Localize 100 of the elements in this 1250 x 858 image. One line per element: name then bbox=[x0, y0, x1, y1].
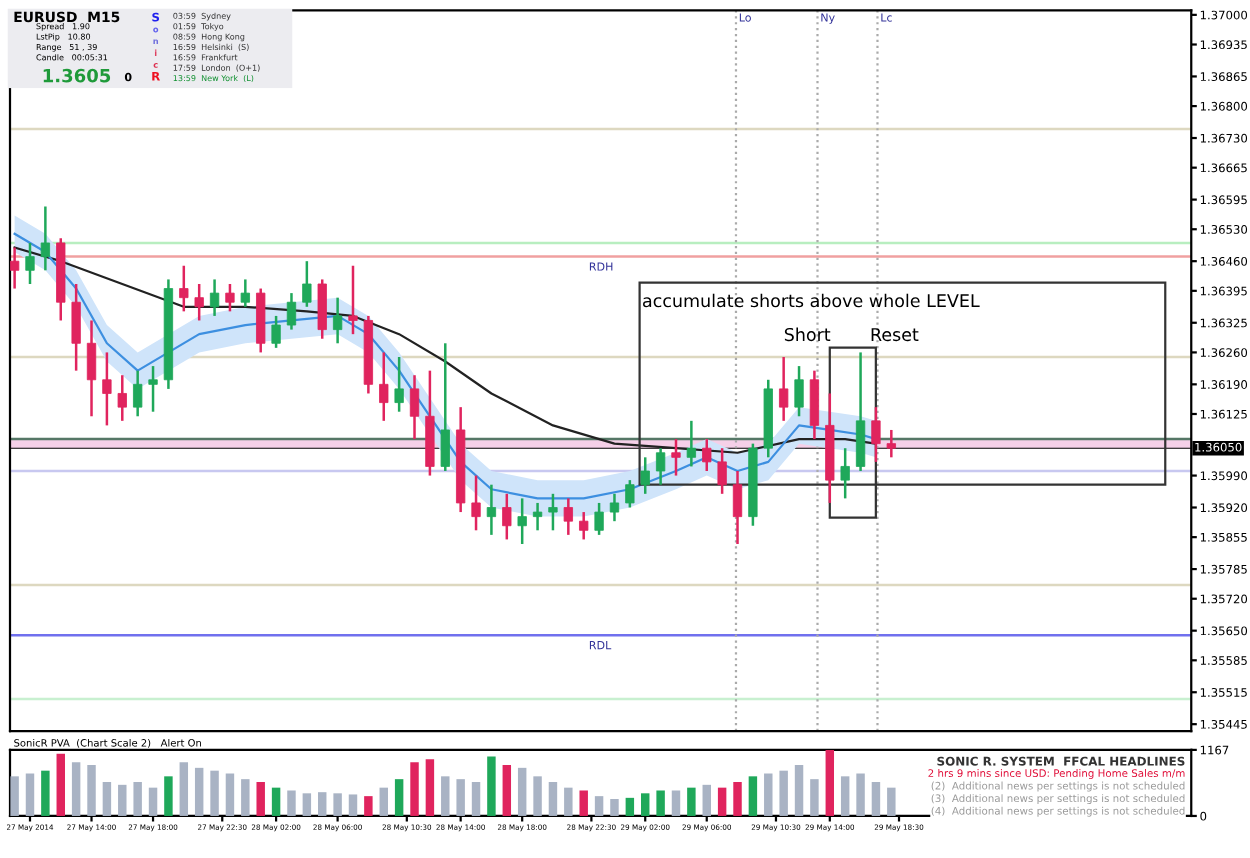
bar bbox=[318, 792, 327, 816]
candlestick bbox=[332, 296, 343, 345]
candlestick bbox=[40, 205, 51, 272]
candlestick bbox=[102, 351, 112, 427]
bar bbox=[56, 753, 65, 816]
candlestick bbox=[117, 373, 127, 423]
bar bbox=[717, 787, 727, 816]
bar bbox=[564, 787, 573, 816]
bar bbox=[656, 790, 665, 816]
bar bbox=[225, 773, 235, 816]
bar bbox=[502, 765, 512, 816]
candlestick bbox=[71, 282, 81, 372]
bar bbox=[41, 770, 50, 816]
bar bbox=[241, 779, 250, 816]
bar bbox=[779, 770, 788, 816]
bar bbox=[10, 776, 19, 816]
candlestick bbox=[655, 446, 666, 486]
bar bbox=[425, 759, 435, 816]
annotation: Short bbox=[784, 327, 831, 342]
bar bbox=[71, 762, 81, 816]
bar bbox=[118, 784, 127, 816]
bar bbox=[671, 790, 681, 816]
bar bbox=[764, 773, 773, 816]
bar bbox=[333, 793, 342, 816]
bar bbox=[579, 790, 588, 816]
bar bbox=[364, 796, 373, 816]
bar bbox=[87, 765, 96, 816]
candlestick bbox=[409, 373, 420, 441]
bar bbox=[256, 781, 265, 816]
bar bbox=[871, 781, 881, 816]
bar bbox=[825, 749, 835, 816]
candlestick bbox=[502, 492, 512, 541]
candlestick bbox=[86, 319, 97, 418]
candlestick bbox=[717, 446, 727, 496]
bar bbox=[533, 776, 542, 816]
bar bbox=[394, 779, 404, 816]
candlestick bbox=[548, 492, 558, 532]
bar bbox=[441, 776, 450, 816]
bar bbox=[487, 756, 496, 816]
bar bbox=[548, 781, 558, 816]
candlestick bbox=[517, 497, 527, 546]
candlestick bbox=[225, 282, 235, 313]
candlestick bbox=[10, 246, 20, 290]
annotation: 1.3605 bbox=[43, 68, 111, 83]
bar bbox=[641, 793, 650, 816]
annotation: accumulate shorts above whole LEVEL bbox=[643, 293, 980, 308]
candlestick bbox=[532, 501, 543, 532]
bar bbox=[887, 787, 896, 816]
bar bbox=[610, 798, 619, 816]
candlestick bbox=[317, 278, 327, 340]
candlestick bbox=[286, 291, 297, 331]
candlestick bbox=[440, 342, 450, 473]
bar bbox=[348, 794, 358, 816]
candlestick bbox=[379, 351, 389, 423]
candlestick bbox=[886, 428, 896, 459]
bar bbox=[733, 781, 742, 816]
bar bbox=[471, 781, 481, 816]
candlestick bbox=[779, 355, 789, 423]
bar bbox=[840, 776, 850, 816]
candlestick bbox=[609, 492, 620, 523]
candlestick bbox=[271, 314, 281, 350]
annotation: Reset bbox=[871, 328, 919, 342]
bar bbox=[810, 779, 819, 816]
candlestick bbox=[486, 483, 497, 537]
bar bbox=[302, 793, 312, 816]
bar bbox=[687, 787, 696, 816]
bar bbox=[456, 779, 465, 816]
bar bbox=[794, 765, 804, 816]
bar bbox=[271, 787, 281, 816]
bar bbox=[194, 767, 204, 816]
bar bbox=[179, 762, 189, 816]
candlestick bbox=[794, 364, 804, 418]
candlestick bbox=[671, 437, 681, 477]
candlestick bbox=[348, 264, 358, 336]
bar bbox=[148, 787, 158, 816]
bar bbox=[287, 790, 296, 816]
candlestick bbox=[394, 355, 404, 413]
candlestick bbox=[179, 264, 189, 313]
candlestick bbox=[840, 446, 850, 500]
bar bbox=[210, 770, 219, 816]
candlestick bbox=[563, 497, 573, 537]
bar bbox=[133, 781, 142, 816]
bar bbox=[702, 784, 711, 816]
candlestick bbox=[194, 282, 204, 322]
bar bbox=[102, 781, 112, 816]
candlestick bbox=[133, 369, 143, 418]
candlestick bbox=[855, 351, 866, 473]
bar bbox=[25, 773, 35, 816]
candlestick bbox=[625, 478, 635, 509]
bar bbox=[625, 797, 635, 816]
candlestick bbox=[640, 456, 650, 496]
candlestick bbox=[240, 278, 250, 309]
candlestick bbox=[302, 259, 312, 309]
candlestick bbox=[148, 364, 158, 413]
candlestick bbox=[209, 278, 220, 318]
candlestick bbox=[594, 501, 604, 537]
candlestick bbox=[702, 437, 712, 473]
bar bbox=[517, 767, 527, 816]
bar bbox=[379, 787, 388, 816]
candlestick bbox=[25, 241, 35, 286]
